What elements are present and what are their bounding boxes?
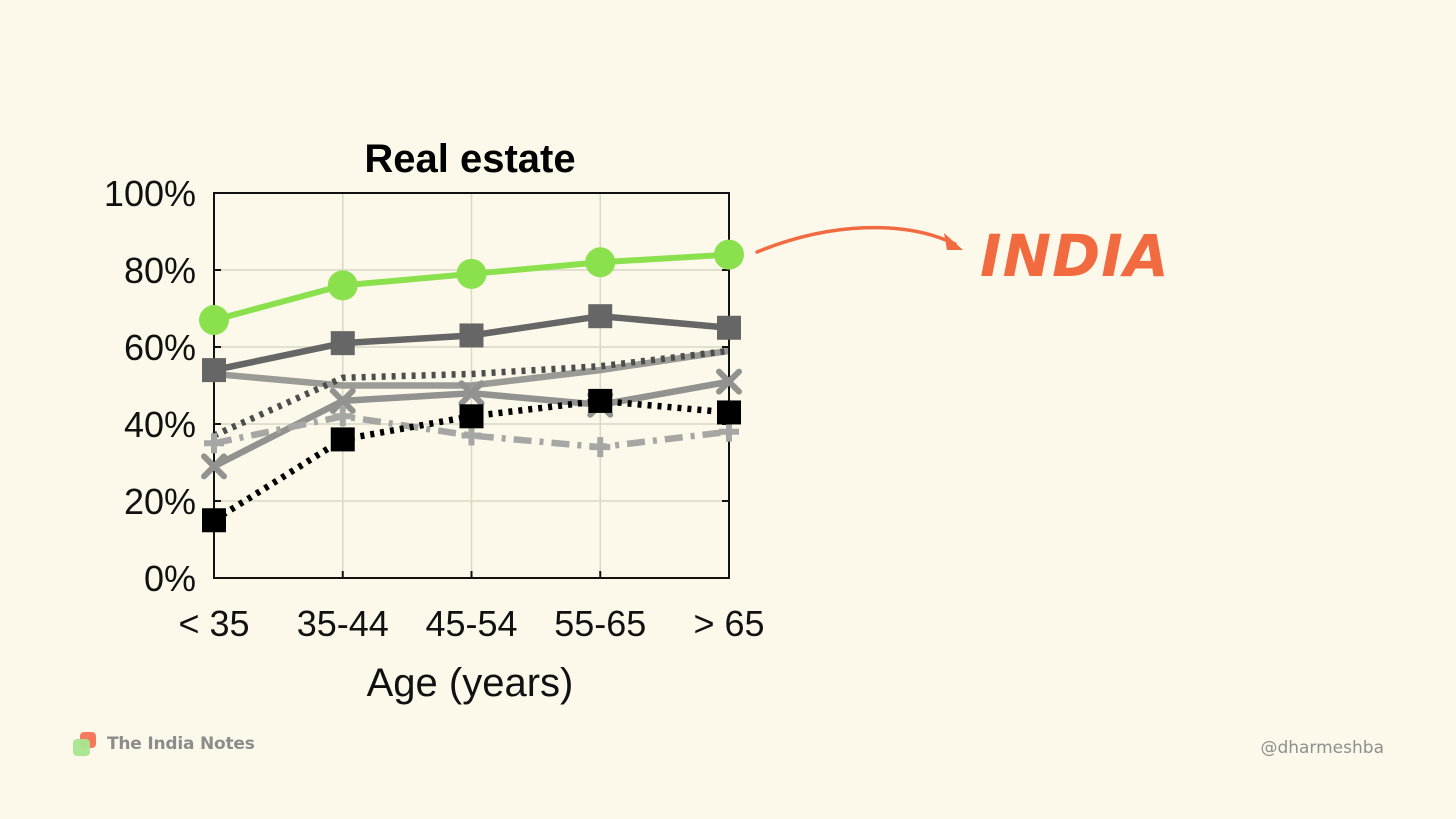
series-7-marker bbox=[202, 508, 226, 533]
series-1-marker bbox=[199, 305, 229, 336]
y-tick-label: 0% bbox=[144, 558, 196, 599]
series-1-marker bbox=[585, 247, 616, 278]
brand-footer: The India Notes bbox=[72, 730, 255, 758]
series-markers bbox=[199, 239, 744, 533]
series-7-marker bbox=[717, 400, 741, 425]
series-1-marker bbox=[714, 239, 744, 270]
x-axis-label: Age (years) bbox=[367, 661, 574, 705]
x-tick-label: 55-65 bbox=[554, 603, 646, 644]
y-tick-label: 100% bbox=[104, 173, 196, 214]
series-7-marker bbox=[330, 427, 355, 452]
series-line-6 bbox=[213, 413, 730, 451]
y-tick-label: 20% bbox=[124, 481, 196, 522]
series-5-marker bbox=[201, 453, 227, 480]
series-2-marker bbox=[202, 358, 226, 383]
brand-name: The India Notes bbox=[107, 734, 255, 754]
y-tick-label: 80% bbox=[124, 250, 196, 291]
series-6-marker bbox=[461, 425, 482, 446]
series-5-marker bbox=[458, 380, 485, 407]
annotation-india: INDIA bbox=[980, 222, 1170, 290]
series-2-marker bbox=[330, 331, 355, 356]
series-1-marker bbox=[327, 270, 358, 301]
y-tick-label: 60% bbox=[124, 327, 196, 368]
annotation-arrow bbox=[755, 225, 957, 254]
series-5-marker bbox=[329, 387, 356, 414]
series-7-marker bbox=[588, 388, 613, 413]
series-line-4 bbox=[212, 347, 730, 439]
chart-title: Real estate bbox=[364, 137, 575, 181]
series-1-marker bbox=[456, 258, 487, 289]
brand-logo-icon bbox=[72, 731, 98, 757]
y-tick-label: 40% bbox=[124, 404, 196, 445]
x-tick-label: > 65 bbox=[693, 603, 764, 644]
series-6-marker bbox=[332, 406, 353, 427]
series-7-marker bbox=[459, 404, 484, 429]
series-6-marker bbox=[204, 433, 224, 454]
x-tick-label: 35-44 bbox=[297, 603, 389, 644]
series-2-marker bbox=[717, 315, 741, 340]
series-5-marker bbox=[716, 368, 742, 395]
series-6-marker bbox=[590, 437, 611, 458]
author-handle: @dharmeshba bbox=[1260, 738, 1384, 758]
x-tick-label: 45-54 bbox=[425, 603, 517, 644]
annotation-arrow-head bbox=[944, 233, 963, 250]
x-tick-label: < 35 bbox=[178, 603, 249, 644]
series-6-marker bbox=[719, 421, 739, 442]
series-2-marker bbox=[459, 323, 484, 348]
series-2-marker bbox=[588, 304, 613, 329]
tick-labels: 0% 20% 40% 60% 80% 100% < 35 35-44 45-54 55-65 > 6… bbox=[104, 173, 765, 644]
